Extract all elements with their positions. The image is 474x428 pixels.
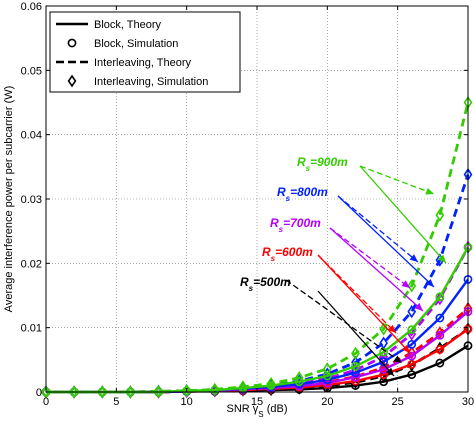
annotation-arrow-head bbox=[414, 303, 423, 311]
x-tick-label: 30 bbox=[462, 396, 474, 408]
legend-box bbox=[49, 11, 241, 93]
annotation-arrow-head bbox=[425, 187, 434, 195]
data-point-diamond bbox=[322, 362, 332, 376]
data-point-circle bbox=[435, 358, 445, 368]
data-point-diamond bbox=[407, 346, 417, 360]
data-point-circle bbox=[435, 345, 445, 354]
y-tick-label: 0.06 bbox=[21, 1, 42, 13]
annotation-arrow-head bbox=[401, 344, 410, 353]
axis-labels: SNR γS (dB) Average interference power pe… bbox=[3, 86, 287, 419]
data-point-circle bbox=[435, 313, 445, 323]
annotation-arrow-line bbox=[317, 254, 411, 354]
data-point-diamond bbox=[407, 304, 417, 319]
annotation-arrow-line bbox=[317, 290, 395, 377]
annotation-label-700m: Rs=700m bbox=[270, 216, 321, 234]
legend-label: Interleaving, Theory bbox=[94, 57, 192, 69]
annotation-arrow-line bbox=[329, 227, 424, 312]
data-point-diamond bbox=[266, 376, 276, 391]
data-point-diamond bbox=[210, 382, 220, 397]
annotation-label-900m: Rs=900m bbox=[297, 155, 348, 173]
data-point-diamond bbox=[69, 385, 79, 399]
annotation-arrow-head bbox=[387, 324, 396, 333]
legend-label: Interleaving, Simulation bbox=[94, 76, 208, 88]
x-tick-label: 15 bbox=[251, 396, 263, 408]
x-axis-label: SNR γS (dB) bbox=[227, 403, 288, 419]
annotation-arrow-line bbox=[317, 254, 397, 334]
data-point-diamond bbox=[294, 371, 304, 385]
annotation-arrow-head bbox=[438, 254, 446, 263]
data-point-circle bbox=[379, 357, 388, 367]
legend-swatch-circle bbox=[67, 38, 77, 48]
axes: 0 5 10 15 20 25 30 0 0.01 0.02 0.03 0.04 0.05 0.06 bbox=[21, 1, 474, 408]
x-tick-label: 0 bbox=[43, 396, 49, 408]
y-tick-label: 0 bbox=[36, 387, 42, 399]
y-tick-label: 0.04 bbox=[21, 130, 42, 142]
data-point-diamond bbox=[351, 355, 360, 370]
data-point-diamond bbox=[435, 208, 445, 222]
annotation-arrow-line bbox=[337, 195, 435, 288]
annotation-arrow-line bbox=[329, 227, 411, 289]
annotation-label-800m: Rs=800m bbox=[277, 185, 328, 203]
legend: Block, Theory Block, Simulation Interleavi… bbox=[49, 11, 241, 93]
data-point-diamond bbox=[154, 384, 163, 399]
data-point-diamond bbox=[97, 385, 107, 399]
data-point-circle bbox=[435, 330, 445, 340]
data-point-circle bbox=[407, 359, 417, 369]
data-point-circle bbox=[407, 339, 417, 349]
annotation-arrow-head bbox=[386, 367, 394, 376]
data-point-diamond bbox=[126, 385, 135, 399]
y-tick-label: 0.05 bbox=[21, 65, 42, 77]
annotation-label-500m: Rs=500m bbox=[240, 275, 291, 293]
data-point-circle bbox=[407, 325, 417, 334]
annotation-arrow-head bbox=[401, 280, 410, 288]
data-point-circle bbox=[407, 351, 417, 361]
data-point-diamond bbox=[407, 279, 417, 293]
annotation-arrow-head bbox=[425, 278, 434, 287]
data-point-circle bbox=[435, 292, 445, 302]
annotation-arrow-line bbox=[337, 195, 419, 263]
annotation-label-600m: Rs=600m bbox=[262, 245, 313, 263]
data-point-circle bbox=[379, 370, 388, 380]
annotation-arrow-line bbox=[285, 279, 403, 364]
y-tick-label: 0.03 bbox=[21, 194, 42, 206]
x-tick-label: 10 bbox=[181, 396, 193, 408]
legend-label: Block, Simulation bbox=[94, 38, 178, 50]
y-tick-label: 0.02 bbox=[21, 258, 42, 270]
data-point-diamond bbox=[182, 384, 192, 398]
annotation-arrow-head bbox=[393, 355, 402, 363]
data-point-diamond bbox=[435, 292, 445, 306]
data-point-circle bbox=[379, 347, 388, 357]
annotation-arrow-line bbox=[359, 165, 435, 195]
y-axis-label: Average interference power per subcarrie… bbox=[3, 86, 15, 313]
legend-swatch-diamond bbox=[67, 74, 77, 88]
annotation-arrows: Rs=500m Rs=600m Rs=700m Rs=800m Rs=900m bbox=[240, 155, 447, 377]
x-tick-label: 25 bbox=[392, 396, 404, 408]
data-point-diamond bbox=[435, 326, 445, 340]
x-tick-label: 20 bbox=[321, 396, 333, 408]
data-point-circle bbox=[351, 361, 360, 371]
data-point-circle bbox=[322, 371, 332, 381]
y-tick-label: 0.01 bbox=[21, 323, 42, 335]
annotation-arrow-head bbox=[409, 254, 418, 262]
data-point-diamond bbox=[41, 385, 51, 399]
x-tick-label: 5 bbox=[113, 396, 119, 408]
annotation-arrow-line bbox=[359, 165, 447, 264]
legend-label: Block, Theory bbox=[94, 19, 162, 31]
data-point-diamond bbox=[351, 346, 360, 361]
